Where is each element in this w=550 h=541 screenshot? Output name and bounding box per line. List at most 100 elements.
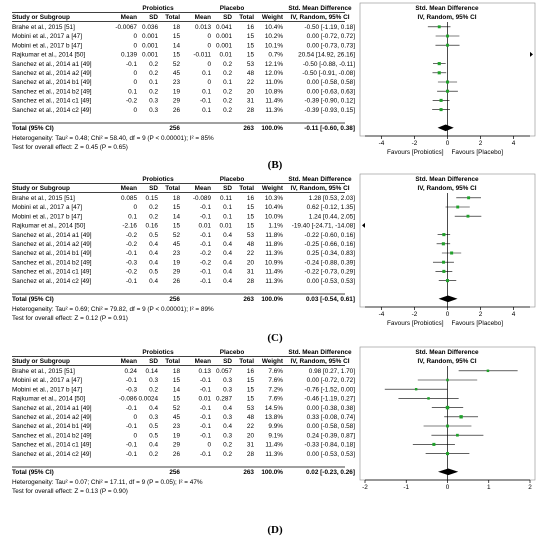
placebo-sd: 0.4 — [223, 259, 232, 266]
total-probiotics: 256 — [169, 296, 180, 303]
placebo-total: 53 — [247, 232, 255, 239]
placebo-sd: 0.2 — [223, 61, 232, 68]
header-p-total: Total — [165, 358, 180, 365]
header-probiotics: Probiotics — [142, 349, 174, 356]
placebo-sd: 0.4 — [223, 278, 232, 285]
pooled-diamond — [437, 124, 454, 132]
placebo-sd: 0.4 — [223, 250, 232, 257]
pooled-diamond — [438, 468, 459, 476]
study-name: Mobini et al., 2017 a [47] — [12, 204, 82, 211]
header-study: Study or Subgroup — [12, 358, 70, 365]
study-point — [414, 387, 418, 391]
probiotics-mean: -0.2 — [126, 241, 137, 248]
out-of-range-arrow — [530, 51, 533, 57]
probiotics-mean: 0 — [133, 414, 137, 421]
study-point — [446, 89, 449, 93]
placebo-total: 31 — [247, 269, 255, 276]
study-name: Sanchez et al., 2014 c1 [49] — [12, 98, 91, 105]
probiotics-total: 18 — [173, 195, 181, 202]
placebo-sd: 0.11 — [220, 195, 232, 202]
placebo-sd: 0.4 — [223, 241, 232, 248]
probiotics-total: 19 — [173, 88, 181, 95]
study-point — [445, 452, 450, 456]
probiotics-total: 26 — [173, 278, 181, 285]
placebo-total: 31 — [247, 442, 255, 449]
header-weight: Weight — [262, 358, 284, 365]
probiotics-mean: -0.2 — [126, 269, 137, 276]
probiotics-mean: -0.3 — [126, 386, 137, 393]
probiotics-total: 52 — [173, 61, 181, 68]
study-point — [445, 279, 450, 283]
probiotics-total: 45 — [173, 70, 181, 77]
probiotics-mean: 0 — [133, 107, 137, 114]
placebo-mean: 0.1 — [202, 70, 211, 77]
placebo-total: 48 — [247, 241, 255, 248]
study-ci-text: 0.00 [-0.63, 0.63] — [307, 88, 356, 95]
study-weight: 14.5% — [265, 405, 283, 412]
probiotics-sd: 0.16 — [146, 223, 159, 230]
placebo-mean: -0.2 — [200, 259, 211, 266]
placebo-total: 20 — [247, 259, 255, 266]
study-ci-text: -0.22 [-0.60, 0.16] — [305, 232, 356, 239]
placebo-sd: 0.01 — [220, 223, 233, 230]
header-weight: Weight — [262, 14, 284, 21]
placebo-mean: 0.01 — [199, 223, 212, 230]
study-ci-text: -0.24 [-0.88, 0.39] — [305, 259, 356, 266]
placebo-sd: 0.287 — [216, 396, 232, 403]
study-ci-text: 1.28 [0.53, 2.03] — [309, 195, 355, 202]
placebo-total: 15 — [247, 204, 255, 211]
placebo-total: 20 — [247, 432, 255, 439]
probiotics-mean: 0 — [133, 79, 137, 86]
study-point — [442, 269, 446, 273]
header-weight: Weight — [262, 185, 284, 192]
placebo-mean: 0.1 — [202, 88, 211, 95]
placebo-mean: -0.2 — [200, 250, 211, 257]
overall-effect-text: Test for overall effect: Z = 0.12 (P = 0… — [12, 315, 128, 322]
probiotics-total: 26 — [173, 107, 181, 114]
study-name: Rajkumar et al., 2014 [50] — [12, 52, 85, 59]
probiotics-total: 19 — [173, 259, 181, 266]
probiotics-total: 52 — [173, 405, 181, 412]
placebo-total: 31 — [247, 98, 255, 105]
placebo-sd: 0.1 — [223, 213, 232, 220]
probiotics-total: 14 — [173, 386, 181, 393]
probiotics-mean: 0 — [133, 42, 137, 49]
study-ci-text: 0.25 [-0.34, 0.83] — [307, 250, 356, 257]
study-weight: 10.8% — [265, 88, 283, 95]
probiotics-sd: 0.15 — [146, 195, 159, 202]
placebo-sd: 0.4 — [223, 269, 232, 276]
header-smd-plot: Std. Mean Difference — [415, 5, 479, 12]
header-study: Study or Subgroup — [12, 185, 70, 192]
header-c-mean: Mean — [195, 185, 211, 192]
probiotics-sd: 0.14 — [146, 368, 159, 375]
placebo-mean: 0 — [207, 33, 211, 40]
x-tick-label: 2 — [479, 140, 483, 147]
header-smd-table: Std. Mean Difference — [288, 176, 352, 183]
study-ci-text: -0.50 [-0.88, -0.11] — [303, 61, 355, 68]
probiotics-mean: -0.1 — [126, 451, 137, 458]
placebo-total: 15 — [247, 42, 255, 49]
heterogeneity-text: Heterogeneity: Tau² = 0.48; Chi² = 58.40… — [12, 135, 214, 142]
probiotics-total: 18 — [173, 368, 181, 375]
x-tick-label: 0 — [446, 484, 450, 491]
study-point — [450, 251, 454, 255]
probiotics-sd: 0.036 — [142, 24, 158, 31]
placebo-sd: 0.2 — [223, 107, 232, 114]
probiotics-total: 15 — [173, 33, 181, 40]
study-point — [439, 98, 443, 102]
x-tick-label: -2 — [412, 311, 418, 318]
total-probiotics: 256 — [169, 125, 180, 132]
probiotics-total: 29 — [173, 98, 181, 105]
study-name: Sanchez et al., 2014 a2 [49] — [12, 70, 92, 77]
probiotics-sd: 0.0024 — [138, 396, 158, 403]
probiotics-sd: 0.5 — [149, 232, 158, 239]
placebo-mean: -0.1 — [200, 98, 211, 105]
study-name: Sanchez et al., 2014 a1 [49] — [12, 232, 92, 239]
study-weight: 10.9% — [265, 259, 283, 266]
header-p-total: Total — [165, 185, 180, 192]
placebo-sd: 0.4 — [223, 423, 232, 430]
header-c-mean: Mean — [195, 358, 211, 365]
header-p-sd: SD — [149, 14, 158, 21]
placebo-mean: -0.1 — [200, 432, 211, 439]
study-weight: 11.3% — [265, 107, 283, 114]
